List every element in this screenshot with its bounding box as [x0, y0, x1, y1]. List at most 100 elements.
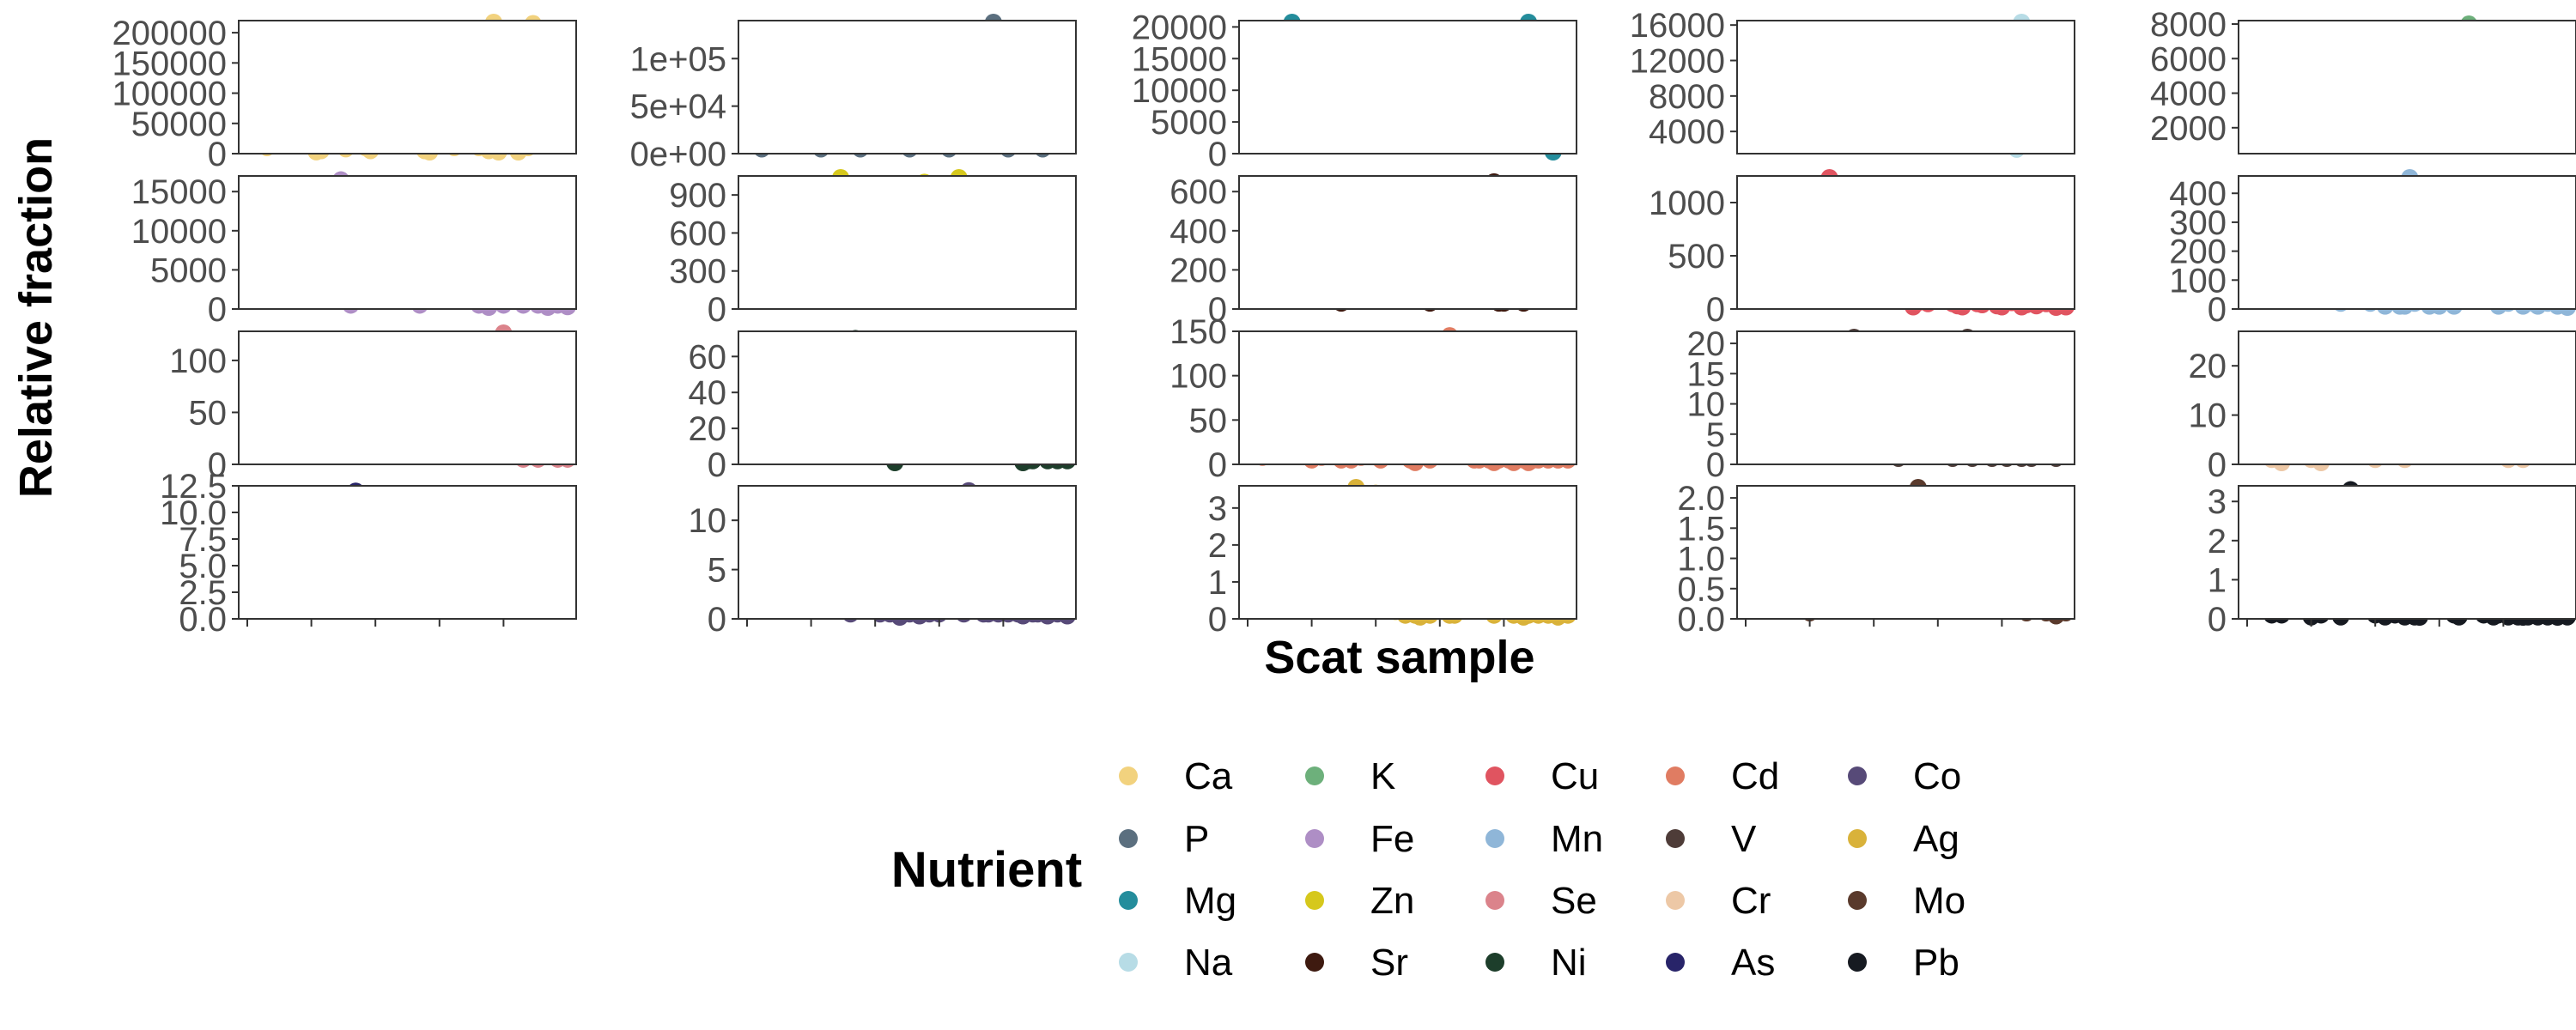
legend-label: Cr: [1731, 880, 1771, 922]
legend-label: Fe: [1370, 818, 1414, 860]
y-tick-label: 4000: [1649, 113, 1725, 151]
y-tick-label: 2: [1208, 527, 1227, 565]
legend-swatch: [1305, 891, 1324, 910]
panel-as: 0.02.55.07.510.012.5: [160, 468, 577, 639]
legend-label: Mo: [1913, 880, 1965, 922]
y-tick-label: 300: [669, 253, 726, 291]
y-tick-label: 0: [1208, 601, 1227, 639]
legend-swatch: [1305, 829, 1324, 848]
legend-item-ni: Ni: [1485, 942, 1587, 984]
y-tick-label: 1000: [1649, 185, 1725, 222]
y-tick-label: 0: [1208, 291, 1227, 329]
y-tick-label: 10.0: [160, 494, 227, 532]
y-tick-label: 1.5: [1677, 510, 1725, 548]
legend-item-cr: Cr: [1666, 880, 1771, 922]
legend-item-as: As: [1666, 942, 1775, 984]
x-axis-title: Scat sample: [1264, 632, 1534, 683]
y-tick-label: 50: [189, 394, 228, 432]
legend-swatch: [1848, 953, 1867, 972]
y-tick-label: 2.5: [179, 574, 227, 612]
legend-label: Co: [1913, 755, 1961, 797]
y-tick-label: 0: [1208, 136, 1227, 173]
panel-border: [2238, 175, 2576, 310]
panel-border: [738, 20, 1077, 154]
legend-swatch: [1666, 766, 1685, 785]
y-tick-label: 0e+00: [630, 136, 726, 173]
legend-title: Nutrient: [891, 842, 1082, 898]
y-tick-label: 8000: [2150, 6, 2227, 44]
y-tick-label: 0: [2208, 601, 2227, 639]
legend-label: Na: [1184, 942, 1233, 984]
panel-border: [238, 485, 577, 620]
y-tick-label: 5000: [150, 251, 227, 289]
panel-cu: 0 500 1000: [1649, 169, 2075, 329]
y-tick-label: 1: [1208, 564, 1227, 602]
legend-swatch: [1485, 953, 1504, 972]
panel-border: [2238, 330, 2576, 465]
legend-label: Ni: [1551, 942, 1587, 984]
legend-item-p: P: [1119, 818, 1209, 860]
legend-item-ag: Ag: [1848, 818, 1959, 860]
legend-label: Zn: [1370, 880, 1414, 922]
legend-item-na: Na: [1119, 942, 1233, 984]
y-axis-title: Relative fraction: [10, 137, 62, 498]
y-tick-label: 7.5: [179, 521, 227, 559]
y-tick-label: 0: [208, 291, 227, 329]
y-tick-label: 5000: [1151, 104, 1227, 142]
y-tick-label: 150: [1170, 313, 1227, 351]
y-tick-label: 20000: [1132, 9, 1227, 46]
panel-border: [238, 330, 577, 465]
legend-swatch: [1119, 953, 1138, 972]
legend-item-zn: Zn: [1305, 880, 1414, 922]
y-tick-label: 0.5: [1677, 571, 1725, 609]
legend: Nutrient Ca P Mg Na K Fe Zn Sr Cu Mn Se Ni Cd V Cr As Co…: [891, 755, 1965, 984]
panel-border: [238, 20, 577, 154]
panel-se: 0 50 100: [169, 324, 577, 484]
y-tick-label: 16000: [1630, 7, 1725, 45]
y-tick-label: 10: [1687, 386, 1726, 424]
legend-swatch: [1305, 953, 1324, 972]
y-tick-label: 5e+04: [630, 88, 726, 126]
y-tick-label: 3: [1208, 490, 1227, 528]
panel-border: [738, 330, 1077, 465]
y-tick-label: 300: [2169, 204, 2227, 242]
y-tick-label: 10: [689, 502, 727, 540]
legend-swatch: [1666, 891, 1685, 910]
y-tick-label: 15000: [1132, 40, 1227, 78]
y-tick-label: 10: [2189, 397, 2227, 435]
legend-item-v: V: [1666, 818, 1757, 860]
y-tick-label: 600: [1170, 173, 1227, 211]
panel-border: [1736, 330, 2075, 465]
panel-border: [738, 175, 1077, 310]
legend-label: Ca: [1184, 755, 1233, 797]
y-tick-label: 400: [2169, 175, 2227, 213]
y-tick-label: 100: [169, 342, 227, 380]
legend-swatch: [1848, 766, 1867, 785]
legend-label: As: [1731, 942, 1775, 984]
legend-label: K: [1370, 755, 1395, 797]
legend-label: Mn: [1551, 818, 1603, 860]
panel-border: [2238, 20, 2576, 154]
legend-item-co: Co: [1848, 755, 1961, 797]
y-tick-label: 10000: [131, 213, 227, 251]
legend-swatch: [1666, 953, 1685, 972]
legend-items: Ca P Mg Na K Fe Zn Sr Cu Mn Se Ni Cd V Cr As Co Ag Mo Pb: [1119, 755, 1965, 984]
y-tick-label: 0: [708, 446, 726, 484]
legend-swatch: [1485, 766, 1504, 785]
y-tick-label: 5: [708, 552, 726, 590]
legend-label: P: [1184, 818, 1209, 860]
y-tick-label: 1.0: [1677, 541, 1725, 579]
legend-swatch: [1848, 891, 1867, 910]
legend-item-k: K: [1305, 755, 1395, 797]
y-tick-label: 200000: [112, 15, 227, 52]
y-tick-label: 4000: [2150, 76, 2227, 113]
panel-border: [1238, 20, 1577, 154]
y-tick-label: 5.0: [179, 548, 227, 585]
panel-mo: 0.00.51.01.52.0: [1677, 479, 2075, 639]
panel-border: [1736, 20, 2075, 154]
y-tick-label: 60: [689, 338, 727, 376]
legend-label: Ag: [1913, 818, 1959, 860]
